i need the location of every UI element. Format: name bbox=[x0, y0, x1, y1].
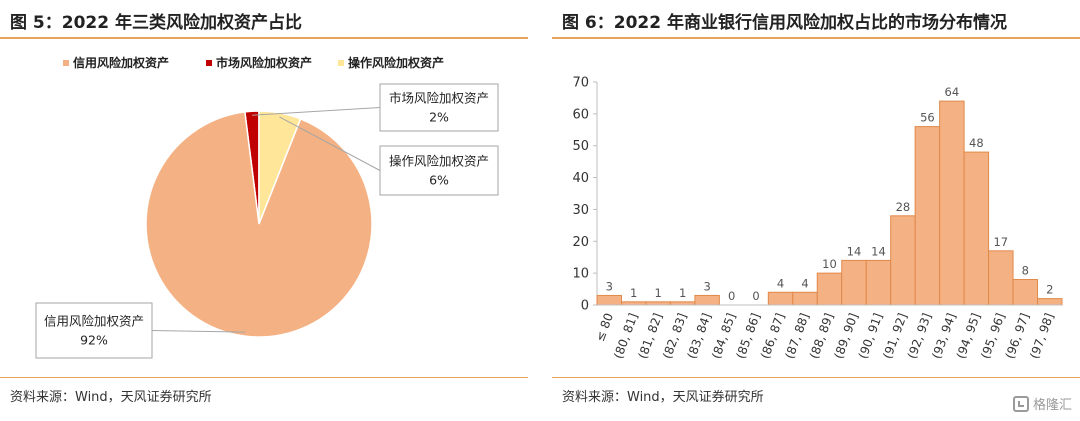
callout-leader-0 bbox=[151, 330, 246, 333]
x-tick-label: ≤ 80 bbox=[593, 311, 616, 343]
right-panel: 图 6：2022 年商业银行信用风险加权占比的市场分布情况 0 10 20 30 40 5… bbox=[552, 0, 1080, 421]
bar-value-label: 0 bbox=[728, 289, 735, 303]
bar-value-label: 8 bbox=[1022, 264, 1029, 278]
bar-4 bbox=[694, 294, 720, 306]
y-tick-label: 20 bbox=[572, 235, 589, 250]
callout-label-0: 信用风险加权资产 bbox=[44, 314, 144, 329]
callout-box-0 bbox=[35, 302, 153, 359]
bar-13 bbox=[914, 126, 941, 306]
legend-label: 信用风险加权资产 bbox=[73, 55, 169, 70]
y-tick-label: 70 bbox=[572, 76, 589, 91]
callout-value-2: 6% bbox=[429, 173, 449, 188]
callout-value-1: 2% bbox=[429, 110, 449, 125]
y-tick-label: 40 bbox=[572, 171, 589, 186]
callout-value-0: 92% bbox=[80, 333, 108, 348]
bar-value-label: 28 bbox=[896, 200, 911, 214]
bar-16 bbox=[988, 250, 1014, 306]
right-title-rule bbox=[552, 37, 1080, 39]
left-source-note: 资料来源：Wind，天风证券研究所 bbox=[10, 390, 212, 405]
bar-14 bbox=[939, 100, 965, 306]
legend-label: 市场风险加权资产 bbox=[216, 55, 312, 70]
right-source-rule bbox=[552, 377, 1080, 378]
watermark: 格隆汇 bbox=[1012, 394, 1072, 413]
bar-15 bbox=[963, 151, 990, 306]
left-title-rule bbox=[0, 37, 528, 39]
y-tick-label: 30 bbox=[572, 203, 589, 218]
legend-swatch bbox=[206, 60, 212, 66]
legend-swatch bbox=[63, 60, 69, 66]
callout-box-2 bbox=[379, 145, 499, 196]
bar-value-label: 2 bbox=[1046, 283, 1053, 297]
gelonghui-logo-icon bbox=[1012, 395, 1029, 412]
y-tick-label: 50 bbox=[572, 139, 589, 154]
watermark-text: 格隆汇 bbox=[1032, 398, 1072, 413]
y-tick-label: 60 bbox=[572, 107, 589, 122]
legend-swatch bbox=[338, 60, 344, 66]
bar-value-label: 4 bbox=[777, 276, 784, 290]
bar-value-label: 0 bbox=[752, 289, 759, 303]
bar-0 bbox=[596, 294, 622, 306]
callout-label-1: 市场风险加权资产 bbox=[389, 91, 489, 106]
right-chart-title: 图 6：2022 年商业银行信用风险加权占比的市场分布情况 bbox=[562, 13, 1007, 33]
bar-value-label: 3 bbox=[703, 279, 710, 293]
bar-value-label: 4 bbox=[801, 276, 808, 290]
legend-item-0: 信用风险加权资产 bbox=[63, 55, 169, 70]
bar-value-label: 1 bbox=[679, 286, 686, 300]
bar-17 bbox=[1012, 279, 1039, 306]
bar-18 bbox=[1037, 298, 1063, 306]
callout-leader-2 bbox=[279, 116, 381, 171]
bar-value-label: 14 bbox=[847, 244, 862, 258]
x-tick-label: (97, 98] bbox=[1027, 311, 1056, 360]
bar-value-label: 14 bbox=[871, 244, 886, 258]
bar-value-label: 10 bbox=[822, 257, 837, 271]
bar-value-label: 3 bbox=[606, 279, 613, 293]
right-source-note: 资料来源：Wind，天风证券研究所 bbox=[562, 390, 764, 405]
bar-10 bbox=[841, 259, 867, 306]
y-tick-label: 0 bbox=[581, 299, 589, 314]
bar-value-label: 17 bbox=[993, 235, 1008, 249]
left-panel: 图 5：2022 年三类风险加权资产占比 信用风险加权资产 市场风险加权资产 操作风… bbox=[0, 0, 528, 421]
left-source-rule bbox=[0, 377, 528, 378]
legend-item-1: 市场风险加权资产 bbox=[206, 55, 312, 70]
y-tick-label: 10 bbox=[572, 267, 589, 282]
bar-7 bbox=[767, 291, 794, 306]
bar-value-label: 56 bbox=[920, 111, 935, 125]
bar-8 bbox=[792, 291, 818, 306]
pie-slice-0 bbox=[145, 111, 373, 338]
bar-12 bbox=[890, 215, 916, 306]
callout-leader-1 bbox=[252, 107, 381, 116]
legend-item-2: 操作风险加权资产 bbox=[338, 55, 444, 70]
bar-value-label: 48 bbox=[969, 136, 984, 150]
pie-chart: 信用风险加权资产 市场风险加权资产 操作风险加权资产市场风险加权资产2%操作风险加权… bbox=[35, 55, 499, 359]
bar-value-label: 1 bbox=[655, 286, 662, 300]
legend-label: 操作风险加权资产 bbox=[348, 55, 444, 70]
callout-label-2: 操作风险加权资产 bbox=[389, 154, 489, 169]
bar-value-label: 1 bbox=[630, 286, 637, 300]
bar-9 bbox=[816, 272, 843, 306]
bar-11 bbox=[865, 259, 892, 306]
bar-value-label: 64 bbox=[945, 85, 960, 99]
callout-box-1 bbox=[379, 83, 499, 132]
left-chart-title: 图 5：2022 年三类风险加权资产占比 bbox=[10, 13, 302, 33]
